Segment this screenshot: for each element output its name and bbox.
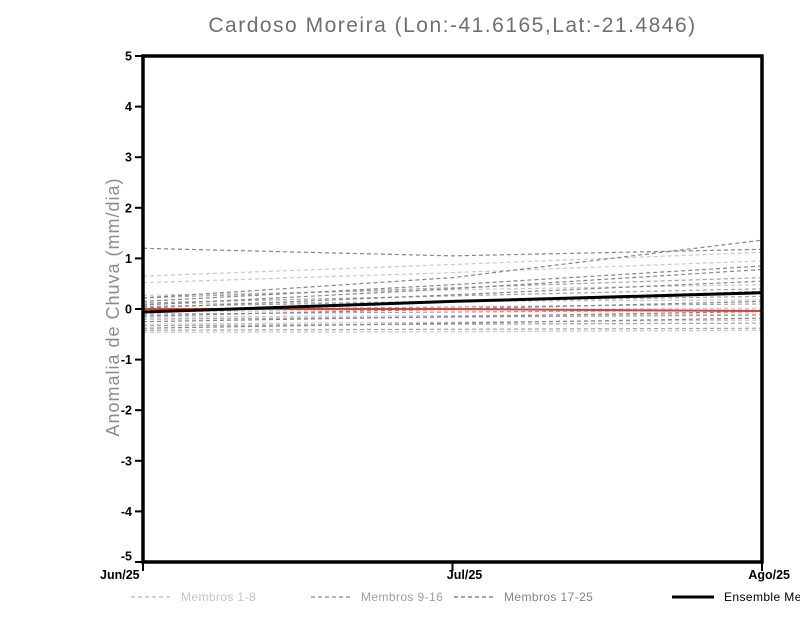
- y-tick-label: 2: [125, 201, 132, 215]
- x-tick-label: Jul/25: [447, 568, 482, 582]
- ensemble-member-line: [142, 310, 763, 323]
- legend: Membros 1-8 Membros 9-16 Membros 17-25 E…: [0, 589, 800, 609]
- ensemble-member-line: [142, 313, 763, 318]
- ensemble-member-line: [142, 260, 763, 284]
- y-tick-label: 5: [125, 50, 132, 64]
- y-tick-label: 3: [125, 151, 132, 165]
- ensemble-member-line: [142, 309, 763, 315]
- ensemble-member-line: [142, 284, 763, 296]
- ensemble-member-line: [142, 317, 763, 329]
- chart-title: Cardoso Moreira (Lon:-41.6165,Lat:-21.48…: [208, 14, 697, 37]
- legend-item-membros-9-16: Membros 9-16: [310, 589, 443, 605]
- ensemble-mean-line: [142, 291, 763, 314]
- legend-label: Membros 17-25: [504, 590, 594, 604]
- dashed-line-sample-icon: [454, 596, 494, 598]
- dashed-line-sample-icon: [131, 596, 171, 598]
- y-tick-label: 4: [125, 100, 132, 114]
- ensemble-member-line: [142, 251, 763, 277]
- ensemble-member-line: [142, 239, 763, 299]
- ensemble-member-line: [142, 277, 763, 299]
- y-tick-label: 0: [125, 303, 132, 317]
- legend-label: Membros 9-16: [361, 590, 444, 604]
- ensemble-member-line: [142, 327, 763, 331]
- x-tick-label: Ago/25: [748, 568, 790, 582]
- dashed-line-sample-icon: [311, 596, 351, 598]
- ensemble-member-line: [142, 280, 763, 309]
- legend-item-membros-17-25: Membros 17-25: [453, 589, 593, 605]
- ensemble-member-line: [142, 247, 763, 257]
- ensemble-member-line: [142, 329, 763, 333]
- solid-line-sample-icon: [672, 595, 714, 599]
- ensemble-member-line: [142, 322, 763, 327]
- ensemble-member-line: [142, 268, 763, 306]
- ensemble-member-line: [142, 319, 763, 325]
- y-tick-label: -1: [121, 353, 132, 367]
- ensemble-member-line: [142, 307, 763, 313]
- y-tick-label: -3: [121, 454, 132, 468]
- legend-item-membros-1-8: Membros 1-8: [130, 589, 256, 605]
- y-tick-label: 1: [125, 252, 132, 266]
- legend-label: Membros 1-8: [181, 590, 257, 604]
- ensemble-member-line: [142, 303, 763, 311]
- y-tick-label: -5: [121, 550, 132, 564]
- ensemble-member-line: [142, 288, 763, 304]
- x-tick-label: Jun/25: [100, 568, 140, 582]
- y-tick-label: -2: [121, 404, 132, 418]
- legend-item-ensemble-mean: Ensemble Mean: [671, 589, 800, 605]
- legend-label: Ensemble Mean: [724, 590, 800, 604]
- ensemble-member-line: [142, 265, 763, 303]
- y-tick-label: -4: [121, 505, 132, 519]
